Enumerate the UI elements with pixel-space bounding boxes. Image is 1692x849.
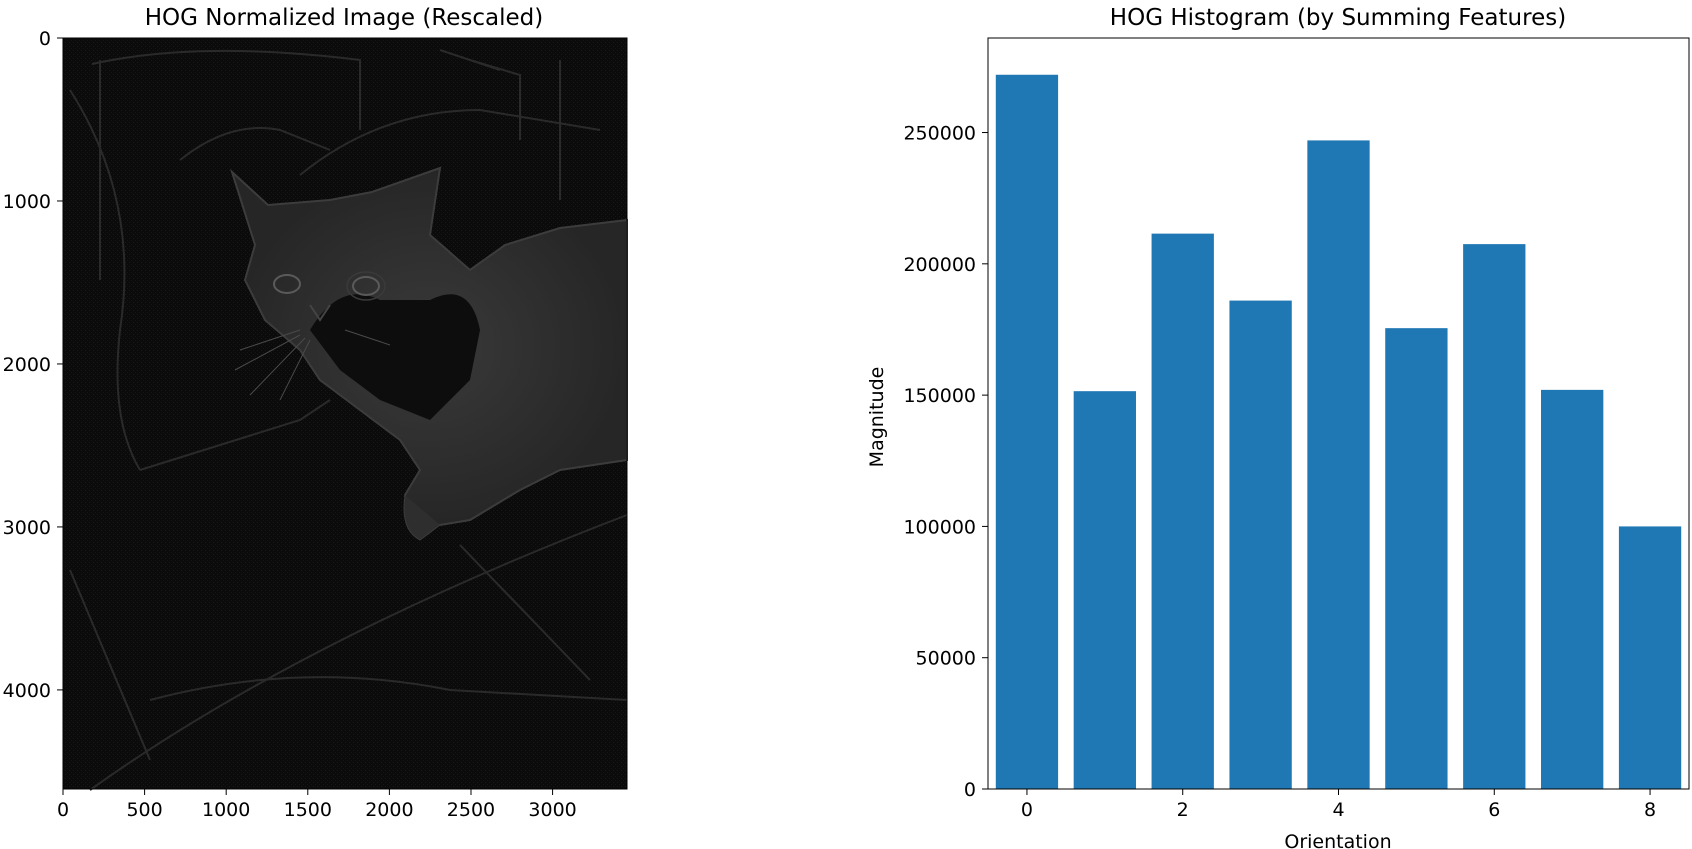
cat-figure xyxy=(229,166,628,541)
image-y-axis: 0 1000 2000 3000 4000 xyxy=(3,28,63,702)
image-y-tick-label: 1000 xyxy=(3,191,51,213)
image-x-tick-label: 1000 xyxy=(202,799,250,821)
y-tick-label: 100000 xyxy=(903,516,976,538)
bar-orientation-1 xyxy=(1073,391,1136,789)
image-x-tick-label: 3000 xyxy=(528,799,576,821)
y-tick-label: 0 xyxy=(964,779,976,801)
image-x-tick-label: 2500 xyxy=(447,799,495,821)
hog-histogram-panel: HOG Histogram (by Summing Features) 0 2 4 6… xyxy=(866,5,1690,849)
bar-orientation-6 xyxy=(1463,244,1526,790)
y-axis: 0 50000 100000 150000 200000 250000 xyxy=(903,123,988,801)
bar-orientation-8 xyxy=(1618,526,1682,789)
x-axis-label: Orientation xyxy=(1284,831,1391,849)
hog-image-panel: HOG Normalized Image (Rescaled) xyxy=(3,5,628,821)
chart-title: HOG Histogram (by Summing Features) xyxy=(1110,5,1566,31)
image-panel-title: HOG Normalized Image (Rescaled) xyxy=(145,5,544,31)
bar-orientation-7 xyxy=(1541,389,1604,789)
image-y-tick-label: 2000 xyxy=(3,354,51,376)
y-tick-label: 50000 xyxy=(916,648,976,670)
x-tick-label: 2 xyxy=(1177,799,1189,821)
x-axis: 0 2 4 6 8 xyxy=(1021,789,1656,821)
x-tick-label: 8 xyxy=(1644,799,1656,821)
image-x-tick-label: 500 xyxy=(126,799,162,821)
y-tick-label: 250000 xyxy=(903,123,976,145)
bar-orientation-5 xyxy=(1385,328,1448,789)
bar-series xyxy=(995,74,1682,790)
bar-orientation-3 xyxy=(1229,300,1292,789)
image-x-tick-label: 2000 xyxy=(365,799,413,821)
image-x-axis: 0 500 1000 1500 2000 2500 3000 xyxy=(57,789,577,821)
y-axis-label: Magnitude xyxy=(866,367,888,468)
y-tick-label: 150000 xyxy=(903,385,976,407)
bar-orientation-4 xyxy=(1307,140,1370,790)
bar-orientation-0 xyxy=(995,74,1059,790)
x-tick-label: 4 xyxy=(1332,799,1344,821)
image-x-tick-label: 1500 xyxy=(284,799,332,821)
image-y-tick-label: 0 xyxy=(39,28,51,50)
x-tick-label: 6 xyxy=(1488,799,1500,821)
image-y-tick-label: 3000 xyxy=(3,517,51,539)
image-x-tick-label: 0 xyxy=(57,799,69,821)
bar-orientation-2 xyxy=(1151,233,1214,789)
x-tick-label: 0 xyxy=(1021,799,1033,821)
y-tick-label: 200000 xyxy=(903,254,976,276)
hog-image xyxy=(63,38,628,791)
image-y-tick-label: 4000 xyxy=(3,680,51,702)
